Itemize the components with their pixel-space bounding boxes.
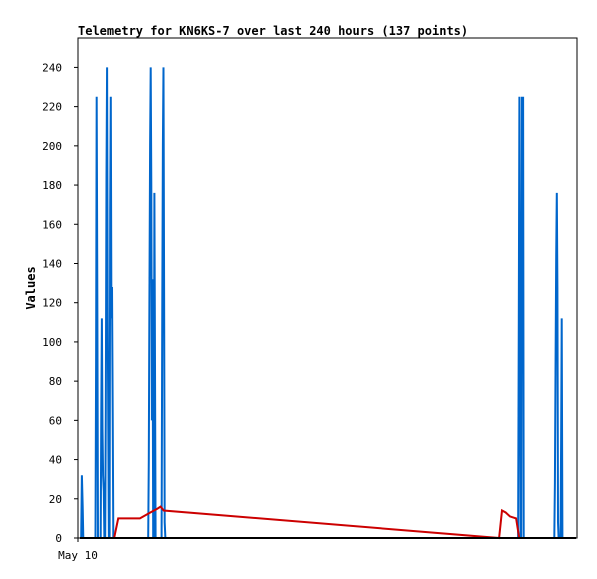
y-tick-label: 160: [42, 218, 62, 231]
y-tick-label: 0: [55, 532, 62, 545]
y-tick-label: 120: [42, 297, 62, 310]
y-tick-label: 240: [42, 61, 62, 74]
y-tick-label: 100: [42, 336, 62, 349]
y-tick-label: 220: [42, 101, 62, 114]
y-tick-label: 140: [42, 257, 62, 270]
x-tick-label: May 10: [58, 549, 98, 562]
y-tick-label: 180: [42, 179, 62, 192]
y-tick-label: 20: [49, 493, 62, 506]
y-axis-ticks: 0 20 40 60 80 100 120 140 160 180 200 220 240: [42, 61, 78, 545]
x-axis-ticks: May 10: [58, 538, 98, 562]
series-line-2: [113, 505, 521, 540]
series-layer: [80, 67, 576, 540]
y-tick-label: 200: [42, 140, 62, 153]
y-tick-label: 60: [49, 414, 62, 427]
chart-title: Telemetry for KN6KS-7 over last 240 hour…: [78, 24, 468, 38]
y-tick-label: 80: [49, 375, 62, 388]
y-tick-label: 40: [49, 454, 62, 467]
y-axis-label: Values: [24, 266, 38, 309]
